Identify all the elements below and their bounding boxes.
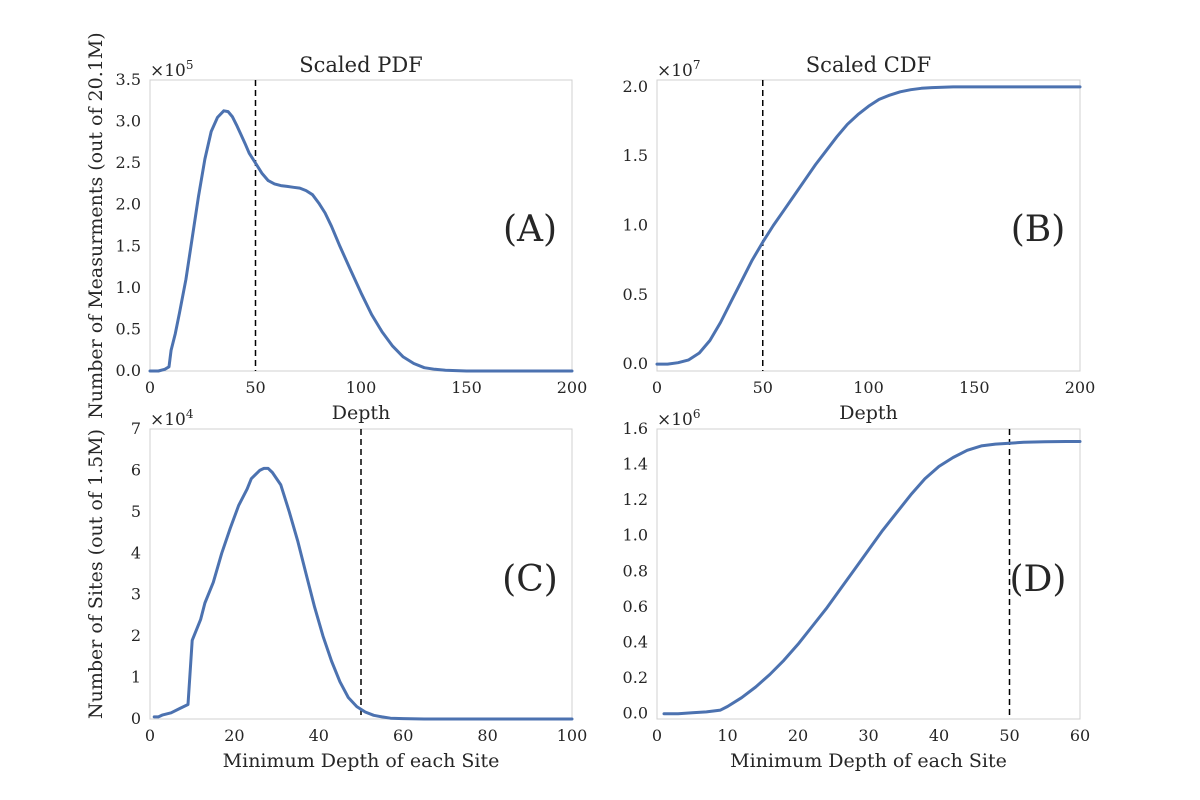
panel-label: (A)	[503, 209, 557, 250]
x-axis-label: Depth	[332, 402, 391, 424]
y-tick-label: 2.5	[116, 153, 141, 172]
y-tick-label: 1.4	[623, 455, 648, 474]
y-tick-label: 1.5	[116, 236, 141, 255]
x-axis-label: Minimum Depth of each Site	[730, 750, 1007, 772]
panel-label: (C)	[502, 559, 558, 600]
x-tick-label: 80	[477, 726, 497, 745]
y-tick-label: 7	[131, 419, 141, 438]
y-tick-label: 5	[131, 502, 141, 521]
y-tick-label: 2.0	[116, 195, 141, 214]
chart-title: Scaled CDF	[806, 53, 931, 77]
x-tick-label: 20	[224, 726, 244, 745]
x-tick-label: 30	[858, 726, 878, 745]
x-tick-label: 100	[346, 378, 377, 397]
series-line	[148, 109, 574, 373]
y-tick-label: 6	[131, 460, 141, 479]
y-tick-label: 1.0	[116, 278, 141, 297]
axis-multiplier-exponent: 4	[186, 407, 194, 421]
axis-multiplier-base: ×10	[657, 61, 693, 81]
axis-multiplier-base: ×10	[657, 410, 693, 430]
x-tick-label: 20	[788, 726, 808, 745]
x-tick-label: 50	[999, 726, 1019, 745]
y-tick-label: 0.5	[623, 285, 648, 304]
y-tick-label: 3.0	[116, 112, 141, 131]
y-tick-label: 1.6	[623, 419, 648, 438]
chart-title: Scaled PDF	[299, 53, 422, 77]
panel-label: (B)	[1011, 209, 1066, 250]
x-tick-label: 0	[145, 378, 155, 397]
series-line	[662, 440, 1082, 716]
y-tick-label: 0.0	[623, 704, 648, 723]
plot-frame	[149, 79, 573, 372]
plot-frame	[656, 428, 1081, 720]
y-tick-label: 3.5	[116, 70, 141, 89]
series-line	[152, 466, 574, 721]
y-tick-label: 0.0	[116, 361, 141, 380]
x-tick-label: 40	[309, 726, 329, 745]
plot-frame	[656, 79, 1081, 372]
y-tick-label: 0.8	[623, 561, 648, 580]
axis-multiplier-exponent: 7	[693, 58, 701, 72]
y-tick-label: 0	[131, 709, 141, 728]
x-tick-label: 150	[959, 378, 990, 397]
x-tick-label: 200	[557, 378, 588, 397]
x-tick-label: 40	[929, 726, 949, 745]
y-tick-label: 2.0	[623, 77, 648, 96]
y-tick-label: 0.0	[623, 354, 648, 373]
axis-multiplier-exponent: 6	[693, 407, 701, 421]
panel-label: (D)	[1010, 559, 1067, 600]
x-tick-label: 100	[557, 726, 588, 745]
x-tick-label: 60	[1070, 726, 1090, 745]
axis-multiplier: ×105	[150, 58, 194, 81]
x-tick-label: 0	[652, 378, 662, 397]
x-tick-label: 0	[652, 726, 662, 745]
y-tick-label: 1	[131, 668, 141, 687]
axis-multiplier-exponent: 5	[186, 58, 194, 72]
x-tick-label: 10	[717, 726, 737, 745]
y-tick-label: 2	[131, 626, 141, 645]
x-tick-label: 50	[753, 378, 773, 397]
x-axis-label: Depth	[839, 402, 898, 424]
y-tick-label: 1.0	[623, 526, 648, 545]
x-tick-label: 60	[393, 726, 413, 745]
y-tick-label: 0.5	[116, 319, 141, 338]
y-axis-label: Number of Sites (out of 1.5M)	[85, 429, 107, 719]
y-tick-label: 1.5	[623, 146, 648, 165]
axis-multiplier: ×107	[657, 58, 701, 81]
x-tick-label: 0	[145, 726, 155, 745]
panel-d: 0 10 20 30 40 50 60 0.0 0.2 0.4 0.6 0.8 1.0 1.2 1.4 1.6…	[623, 407, 1091, 772]
panel-a: 0 50 100 150 200 0.0 0.5 1.0 1.5 2.0 2.5 3.0 3.5 ×105…	[85, 32, 587, 424]
y-tick-label: 0.4	[623, 632, 648, 651]
y-tick-label: 1.0	[623, 216, 648, 235]
x-tick-label: 200	[1065, 378, 1096, 397]
axis-multiplier-base: ×10	[150, 410, 186, 430]
x-tick-label: 50	[245, 378, 265, 397]
axis-multiplier-base: ×10	[150, 61, 186, 81]
x-axis-label: Minimum Depth of each Site	[223, 750, 500, 772]
y-tick-label: 0.6	[623, 597, 648, 616]
series-line	[655, 85, 1082, 366]
y-tick-label: 0.2	[623, 668, 648, 687]
y-tick-label: 4	[131, 543, 141, 562]
y-axis-label: Number of Measurments (out of 20.1M)	[85, 32, 107, 418]
axis-multiplier: ×104	[150, 407, 194, 430]
y-tick-label: 3	[131, 585, 141, 604]
x-tick-label: 100	[853, 378, 884, 397]
axis-multiplier: ×106	[657, 407, 701, 430]
y-tick-label: 1.2	[623, 490, 648, 509]
panel-b: 0 50 100 150 200 0.0 0.5 1.0 1.5 2.0 ×107 Scaled CD…	[623, 53, 1096, 424]
x-tick-label: 150	[451, 378, 482, 397]
